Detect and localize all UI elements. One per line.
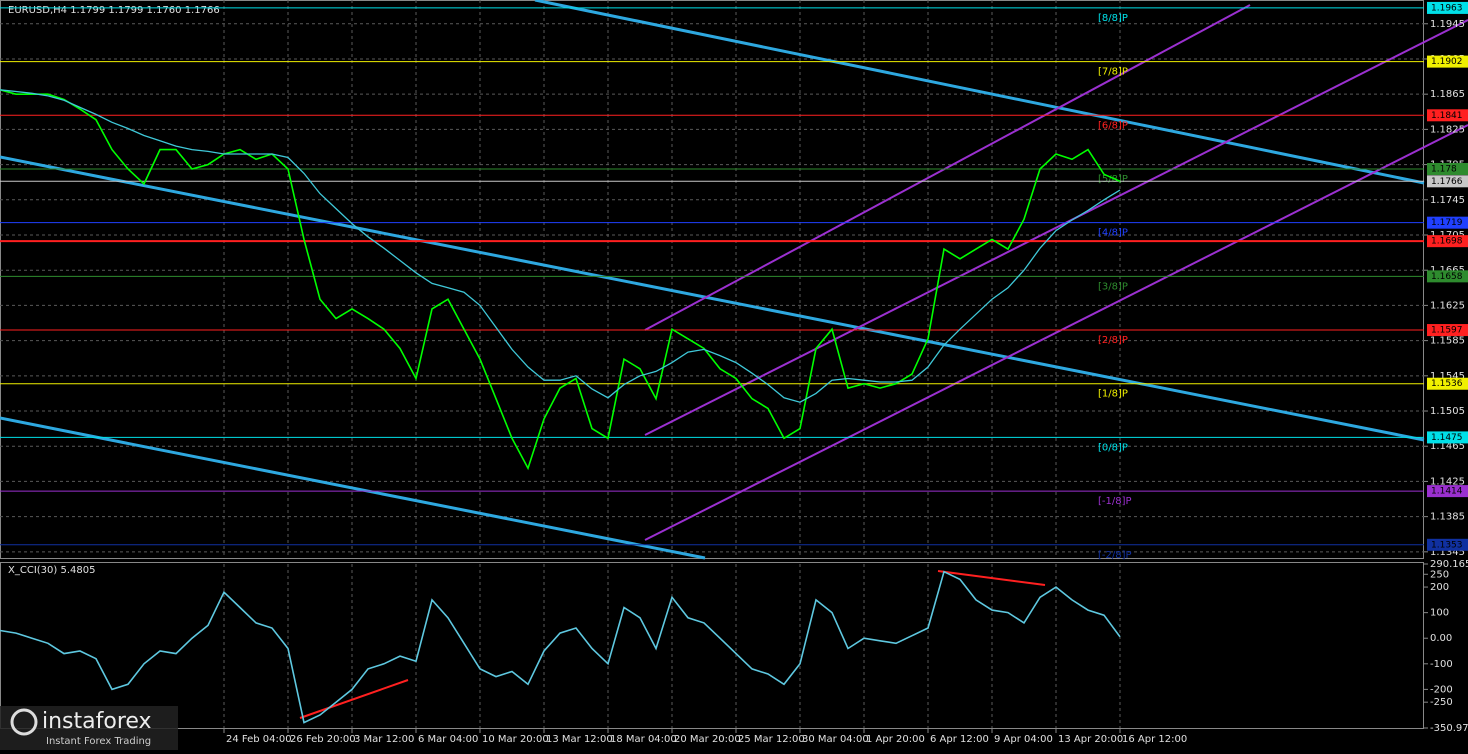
x-tick-label: 1 Apr 20:00	[866, 734, 925, 745]
level-price-label: 1.1963	[1431, 3, 1463, 13]
x-tick-label: 20 Mar 20:00	[674, 734, 741, 745]
cci-pane-border	[0, 562, 1424, 729]
series-line	[0, 89, 1121, 403]
logo: instaforex Instant Forex Trading	[0, 706, 178, 750]
level-price-box	[1427, 1, 1468, 14]
regression-line	[644, 124, 1468, 541]
x-tick-label: 3 Mar 12:00	[354, 734, 414, 745]
murrey-label: [-2/8]P	[1098, 550, 1132, 561]
murrey-label: [5/8]P	[1098, 174, 1128, 185]
cci-title: X_CCI(30) 5.4805	[8, 565, 95, 576]
divergence-line	[299, 679, 409, 719]
murrey-label: [3/8]P	[1098, 281, 1128, 292]
series-line	[0, 570, 1121, 724]
murrey-label: [8/8]P	[1098, 13, 1128, 24]
y-tick-label: 1.1465	[1430, 441, 1465, 452]
price-label: 1.1766	[1431, 177, 1463, 187]
y-tick-label: 250	[1430, 569, 1449, 580]
murrey-label: [7/8]P	[1098, 67, 1128, 78]
level-price-label: 1.1658	[1431, 272, 1463, 282]
y-tick-label: 0.00	[1430, 633, 1452, 644]
y-tick-label: 290.1656	[1430, 559, 1468, 570]
x-tick-label: 24 Feb 04:00	[226, 734, 292, 745]
series-line	[0, 89, 1121, 471]
price-box	[1427, 175, 1468, 188]
level-price-label: 1.1353	[1431, 540, 1463, 550]
chart-title: EURUSD,H4 1.1799 1.1799 1.1760 1.1766	[8, 5, 220, 16]
y-tick-label: -200	[1430, 684, 1453, 695]
murrey-label: [4/8]P	[1098, 228, 1128, 239]
y-tick-label: 1.1545	[1430, 371, 1465, 382]
murrey-label: [0/8]P	[1098, 442, 1128, 453]
murrey-label: [6/8]P	[1098, 120, 1128, 131]
level-price-label: 1.1597	[1431, 326, 1463, 336]
level-price-box	[1427, 431, 1468, 444]
y-tick-label: 1.1425	[1430, 476, 1465, 487]
level-price-box	[1427, 538, 1468, 551]
y-tick-label: 1.1385	[1430, 512, 1465, 523]
x-tick-label: 25 Mar 12:00	[738, 734, 805, 745]
logo-tagline: Instant Forex Trading	[46, 736, 151, 747]
level-price-label: 1.1475	[1431, 433, 1463, 443]
y-tick-label: 200	[1430, 582, 1449, 593]
y-tick-label: -350.973	[1430, 723, 1468, 734]
logo-icon	[10, 708, 38, 736]
level-price-label: 1.1902	[1431, 57, 1463, 67]
price-label: 1.1698	[1431, 237, 1463, 247]
murrey-label: [1/8]P	[1098, 389, 1128, 400]
level-price-box	[1427, 377, 1468, 390]
main-pane-border	[0, 0, 1424, 559]
divergence-line	[937, 570, 1046, 586]
x-tick-label: 6 Apr 12:00	[930, 734, 989, 745]
level-price-box	[1427, 324, 1468, 337]
y-tick-label: 1.1825	[1430, 124, 1465, 135]
murrey-label: [-1/8]P	[1098, 496, 1132, 507]
x-tick-label: 16 Apr 12:00	[1122, 734, 1187, 745]
regression-line	[644, 19, 1468, 436]
y-tick-label: -100	[1430, 659, 1453, 670]
x-tick-label: 6 Mar 04:00	[418, 734, 478, 745]
level-price-box	[1427, 109, 1468, 122]
x-tick-label: 30 Mar 04:00	[802, 734, 869, 745]
regression-line	[644, 4, 1251, 331]
level-price-label: 1.1841	[1431, 111, 1463, 121]
x-tick-label: 18 Mar 04:00	[610, 734, 677, 745]
y-tick-label: 100	[1430, 608, 1449, 619]
x-tick-label: 9 Apr 04:00	[994, 734, 1053, 745]
level-price-box	[1427, 55, 1468, 68]
x-tick-label: 13 Mar 12:00	[546, 734, 613, 745]
trend-lines	[0, 0, 1468, 719]
level-price-box	[1427, 270, 1468, 283]
y-tick-label: 1.1585	[1430, 336, 1465, 347]
y-tick-label: 1.1945	[1430, 19, 1465, 30]
level-price-label: 1.178	[1431, 164, 1457, 174]
level-price-label: 1.1719	[1431, 218, 1463, 228]
y-tick-label: 1.1345	[1430, 547, 1465, 558]
channel-line	[0, 416, 706, 560]
logo-box	[0, 706, 178, 750]
y-tick-label: 1.1505	[1430, 406, 1465, 417]
y-tick-label: 1.1745	[1430, 195, 1465, 206]
level-price-box	[1427, 162, 1468, 175]
level-price-box	[1427, 216, 1468, 229]
x-tick-label: 10 Mar 20:00	[482, 734, 549, 745]
level-price-label: 1.1414	[1431, 487, 1463, 497]
x-tick-label: 13 Apr 20:00	[1058, 734, 1123, 745]
channel-line	[534, 0, 1425, 185]
level-price-label: 1.1536	[1431, 379, 1463, 389]
x-tick-label: 26 Feb 20:00	[290, 734, 356, 745]
logo-name: instaforex	[42, 709, 152, 734]
y-tick-label: 1.1625	[1430, 300, 1465, 311]
y-tick-label: -250	[1430, 697, 1453, 708]
murrey-label: [2/8]P	[1098, 335, 1128, 346]
y-tick-label: 1.1865	[1430, 89, 1465, 100]
price-box	[1427, 235, 1468, 248]
level-price-box	[1427, 485, 1468, 498]
channel-line	[0, 155, 1425, 442]
